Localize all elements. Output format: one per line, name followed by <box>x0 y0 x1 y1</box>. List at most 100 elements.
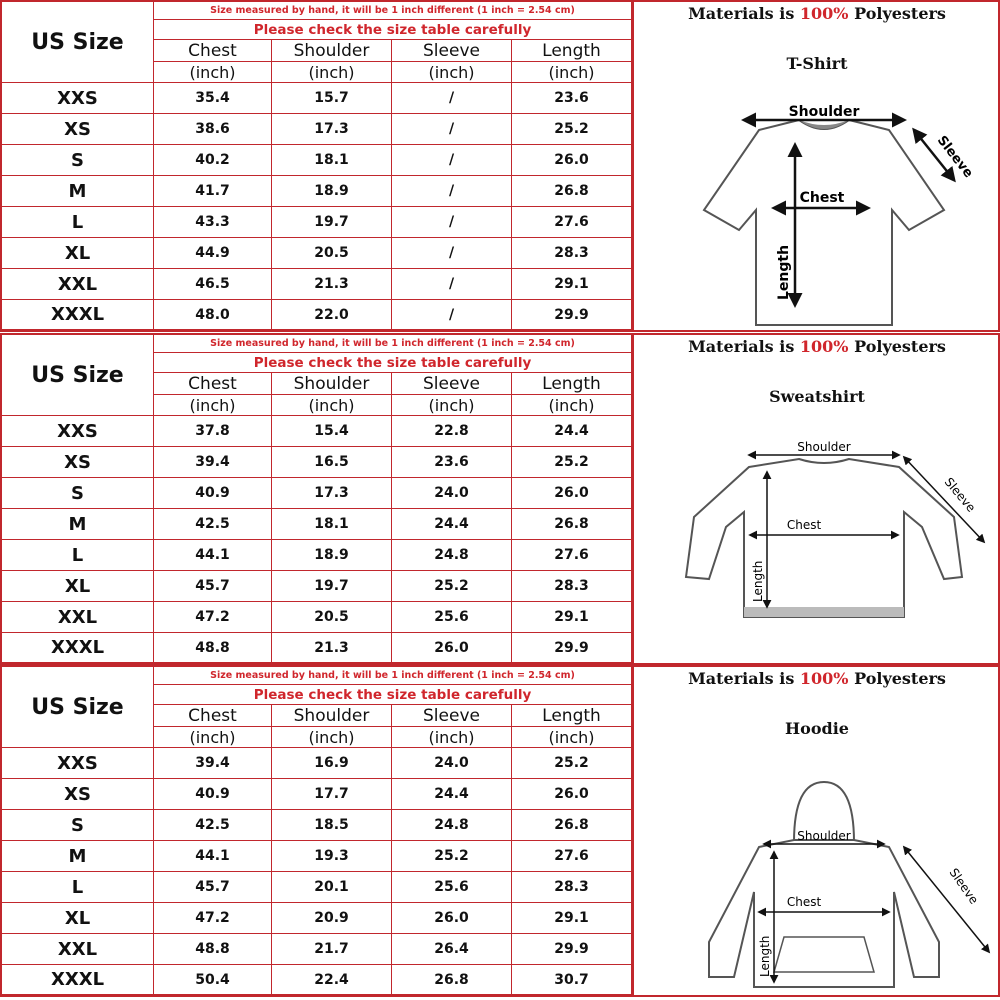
size-label: XXL <box>2 934 154 965</box>
measurement-cell: / <box>392 269 512 300</box>
measurement-cell: 45.7 <box>154 571 272 602</box>
materials-suffix: Polyesters <box>848 669 946 688</box>
chest-label: Chest <box>800 190 845 206</box>
measurement-cell: / <box>392 300 512 330</box>
measurement-cell: 29.9 <box>512 300 632 330</box>
measurement-cell: 18.9 <box>272 176 392 207</box>
size-section-t-shirt: US Size Size measured by hand, it will be… <box>0 0 1000 332</box>
measurement-cell: 16.5 <box>272 447 392 478</box>
materials-percent: 100% <box>799 337 849 356</box>
measurement-cell: 18.5 <box>272 810 392 841</box>
size-table: US Size Size measured by hand, it will be… <box>2 2 634 330</box>
measurement-cell: 26.4 <box>392 934 512 965</box>
measurement-cell: 21.3 <box>272 269 392 300</box>
check-note: Please check the size table carefully <box>154 685 632 705</box>
materials-suffix: Polyesters <box>848 337 946 356</box>
size-label: XXL <box>2 602 154 633</box>
column-unit: (inch) <box>272 395 392 416</box>
size-label: M <box>2 509 154 540</box>
measurement-cell: 42.5 <box>154 509 272 540</box>
measure-note: Size measured by hand, it will be 1 inch… <box>154 335 632 353</box>
measurement-cell: / <box>392 114 512 145</box>
size-label: XXXL <box>2 300 154 330</box>
measurement-cell: 24.0 <box>392 748 512 779</box>
measurement-cell: 22.8 <box>392 416 512 447</box>
measurement-cell: 25.2 <box>512 114 632 145</box>
size-label: XXS <box>2 83 154 114</box>
column-header-length: Length <box>512 705 632 727</box>
measurement-cell: 20.1 <box>272 872 392 903</box>
column-unit: (inch) <box>392 62 512 83</box>
column-unit: (inch) <box>512 727 632 748</box>
column-unit: (inch) <box>154 395 272 416</box>
measurement-cell: 25.2 <box>392 841 512 872</box>
measurement-cell: 39.4 <box>154 748 272 779</box>
column-unit: (inch) <box>392 727 512 748</box>
garment-title: Sweatshirt <box>769 387 865 406</box>
measurement-cell: 29.9 <box>512 633 632 663</box>
size-table: US Size Size measured by hand, it will be… <box>2 335 634 663</box>
materials-prefix: Materials is <box>688 669 800 688</box>
length-label: Length <box>751 561 765 602</box>
check-note: Please check the size table carefully <box>154 20 632 40</box>
garment-panel: Materials is 100% Polyesters T-Shirt Sho… <box>634 2 1000 330</box>
garment-title: Hoodie <box>785 719 849 738</box>
shoulder-label: Shoulder <box>789 104 860 120</box>
measurement-cell: 24.4 <box>392 779 512 810</box>
shoulder-label: Shoulder <box>797 829 851 843</box>
size-label: XXL <box>2 269 154 300</box>
column-unit: (inch) <box>272 62 392 83</box>
garment-panel: Materials is 100% Polyesters Sweatshirt … <box>634 335 1000 663</box>
size-label: XS <box>2 114 154 145</box>
measurement-cell: 39.4 <box>154 447 272 478</box>
measurement-cell: / <box>392 83 512 114</box>
measurement-cell: 44.1 <box>154 841 272 872</box>
measurement-cell: 28.3 <box>512 872 632 903</box>
t-shirt-diagram-icon: Shoulder Chest Length Sleeve <box>654 90 994 334</box>
measurement-cell: 40.9 <box>154 779 272 810</box>
size-label: M <box>2 176 154 207</box>
column-header-shoulder: Shoulder <box>272 373 392 395</box>
size-label: XXS <box>2 416 154 447</box>
column-unit: (inch) <box>154 62 272 83</box>
measurement-cell: / <box>392 176 512 207</box>
measurement-cell: 20.5 <box>272 602 392 633</box>
measurement-cell: 27.6 <box>512 540 632 571</box>
measurement-cell: 29.1 <box>512 602 632 633</box>
measurement-cell: 40.2 <box>154 145 272 176</box>
measurement-cell: 41.7 <box>154 176 272 207</box>
measurement-cell: 29.1 <box>512 903 632 934</box>
hoodie-diagram-icon: Shoulder Chest Length Sleeve <box>654 752 994 996</box>
measurement-cell: 19.7 <box>272 207 392 238</box>
measurement-cell: 48.8 <box>154 633 272 663</box>
measurement-cell: 18.1 <box>272 145 392 176</box>
measurement-cell: 26.0 <box>512 779 632 810</box>
measurement-cell: 43.3 <box>154 207 272 238</box>
column-header-shoulder: Shoulder <box>272 40 392 62</box>
column-header-sleeve: Sleeve <box>392 40 512 62</box>
measurement-cell: 20.9 <box>272 903 392 934</box>
column-header-length: Length <box>512 40 632 62</box>
sleeve-label: Sleeve <box>947 866 982 907</box>
measurement-cell: 17.3 <box>272 478 392 509</box>
measurement-cell: / <box>392 238 512 269</box>
materials-percent: 100% <box>799 4 849 23</box>
measurement-cell: 17.3 <box>272 114 392 145</box>
measure-note: Size measured by hand, it will be 1 inch… <box>154 667 632 685</box>
measurement-cell: 50.4 <box>154 965 272 995</box>
column-unit: (inch) <box>512 395 632 416</box>
check-note: Please check the size table carefully <box>154 353 632 373</box>
measurement-cell: 47.2 <box>154 903 272 934</box>
measurement-cell: 26.0 <box>512 478 632 509</box>
size-label: XL <box>2 571 154 602</box>
measurement-cell: 27.6 <box>512 207 632 238</box>
size-section-hoodie: US Size Size measured by hand, it will be… <box>0 665 1000 997</box>
measurement-cell: 38.6 <box>154 114 272 145</box>
measurement-cell: 24.8 <box>392 810 512 841</box>
measurement-cell: 48.0 <box>154 300 272 330</box>
measurement-cell: 29.9 <box>512 934 632 965</box>
measurement-cell: 20.5 <box>272 238 392 269</box>
measurement-cell: 37.8 <box>154 416 272 447</box>
size-section-sweatshirt: US Size Size measured by hand, it will be… <box>0 333 1000 665</box>
measurement-cell: 35.4 <box>154 83 272 114</box>
